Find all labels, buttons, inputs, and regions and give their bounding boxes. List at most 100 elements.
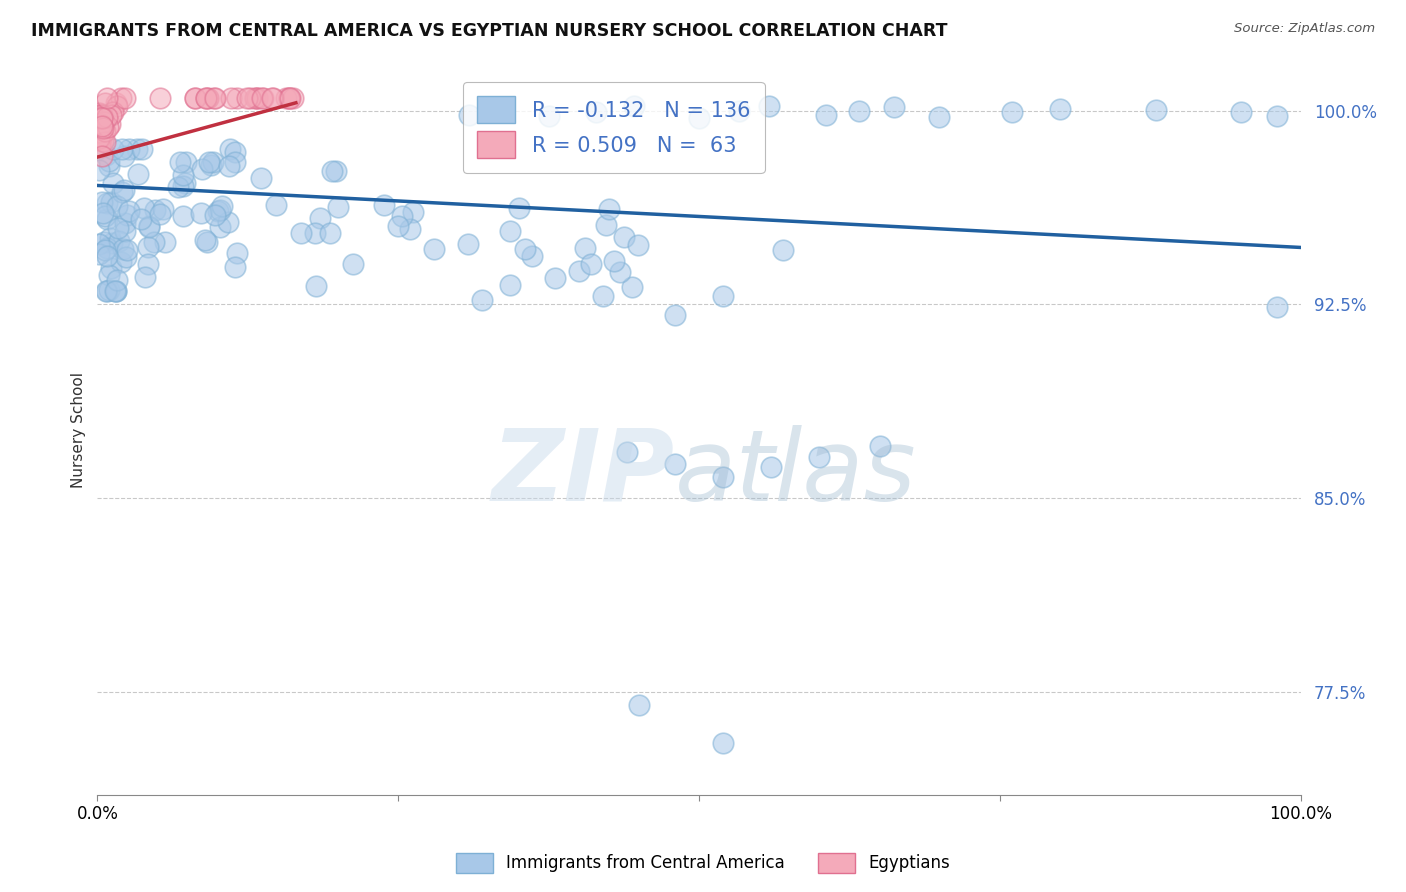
Point xyxy=(89,110,111,124)
Point xyxy=(574,241,596,255)
Point xyxy=(457,236,479,251)
Point xyxy=(104,285,127,299)
Point xyxy=(94,124,117,138)
Point xyxy=(167,179,190,194)
Point xyxy=(278,90,301,104)
Point xyxy=(391,209,413,223)
Point xyxy=(105,99,128,113)
Point xyxy=(108,235,131,249)
Point xyxy=(114,215,136,229)
Point xyxy=(191,161,214,176)
Point xyxy=(87,131,110,145)
Point xyxy=(93,115,115,129)
Point xyxy=(627,237,650,252)
Point xyxy=(928,110,950,124)
Point xyxy=(153,235,176,249)
Point xyxy=(90,118,112,132)
Point xyxy=(238,90,260,104)
Point xyxy=(603,254,626,268)
Point xyxy=(93,115,115,129)
Point xyxy=(111,185,134,199)
Point xyxy=(609,265,631,279)
Point xyxy=(499,224,522,238)
Point xyxy=(131,142,153,156)
Point xyxy=(125,142,148,156)
Point xyxy=(96,110,118,124)
Point xyxy=(104,285,127,299)
Point xyxy=(688,111,710,125)
Point xyxy=(711,736,734,750)
Point xyxy=(579,257,602,271)
Point xyxy=(387,219,409,233)
Point xyxy=(204,90,226,104)
Point xyxy=(264,198,287,212)
Point xyxy=(91,206,114,220)
Point xyxy=(848,104,870,119)
Point xyxy=(89,131,111,145)
Point xyxy=(89,247,111,261)
Point xyxy=(711,289,734,303)
Point xyxy=(91,111,114,125)
Legend: Immigrants from Central America, Egyptians: Immigrants from Central America, Egyptia… xyxy=(450,847,956,880)
Point xyxy=(664,308,686,322)
Point xyxy=(100,260,122,275)
Point xyxy=(260,90,283,104)
Y-axis label: Nursery School: Nursery School xyxy=(72,372,86,488)
Point xyxy=(90,117,112,131)
Point xyxy=(103,142,125,156)
Point xyxy=(94,209,117,223)
Point xyxy=(758,99,780,113)
Point xyxy=(96,211,118,226)
Point xyxy=(172,209,194,223)
Point xyxy=(209,220,232,235)
Point xyxy=(149,207,172,221)
Point xyxy=(138,220,160,235)
Point xyxy=(1265,109,1288,123)
Point xyxy=(498,277,520,292)
Point xyxy=(326,201,349,215)
Point xyxy=(96,241,118,255)
Point xyxy=(90,194,112,209)
Point xyxy=(204,208,226,222)
Point xyxy=(278,90,301,104)
Point xyxy=(105,199,128,213)
Point xyxy=(107,221,129,235)
Point xyxy=(250,90,273,104)
Point xyxy=(94,285,117,299)
Point xyxy=(1229,105,1251,120)
Point xyxy=(138,219,160,234)
Point xyxy=(207,204,229,219)
Point xyxy=(115,243,138,257)
Point xyxy=(97,153,120,168)
Point xyxy=(98,159,121,173)
Point xyxy=(208,202,231,217)
Point xyxy=(217,215,239,229)
Point xyxy=(252,90,274,104)
Point xyxy=(262,90,284,104)
Point xyxy=(90,108,112,122)
Point xyxy=(98,283,121,297)
Point xyxy=(91,119,114,133)
Point xyxy=(94,243,117,257)
Point xyxy=(620,280,643,294)
Point xyxy=(90,110,112,124)
Point xyxy=(373,198,395,212)
Point xyxy=(89,107,111,121)
Point xyxy=(195,90,218,104)
Point xyxy=(814,108,837,122)
Point xyxy=(197,90,219,104)
Point xyxy=(100,194,122,209)
Point xyxy=(127,167,149,181)
Point xyxy=(627,698,650,712)
Legend: R = -0.132   N = 136, R = 0.509   N =  63: R = -0.132 N = 136, R = 0.509 N = 63 xyxy=(463,82,765,173)
Point xyxy=(595,218,617,232)
Point xyxy=(91,120,114,135)
Text: ZIP: ZIP xyxy=(492,425,675,522)
Text: atlas: atlas xyxy=(675,425,917,522)
Point xyxy=(1265,300,1288,314)
Point xyxy=(457,107,479,121)
Point xyxy=(96,90,118,104)
Point xyxy=(321,164,343,178)
Point xyxy=(94,148,117,162)
Point xyxy=(218,142,240,156)
